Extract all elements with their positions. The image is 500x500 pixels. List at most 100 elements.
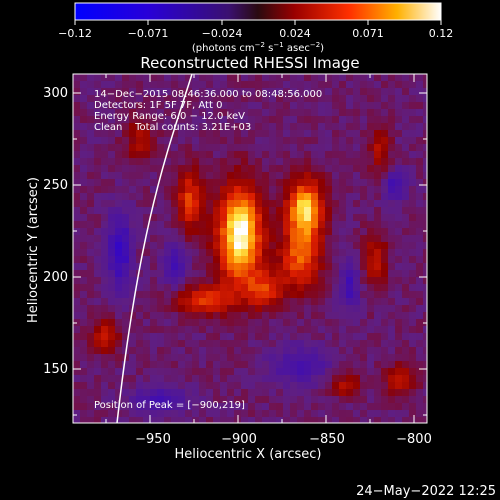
image-pixel [122, 396, 129, 403]
image-pixel [129, 319, 136, 326]
image-pixel [262, 361, 269, 368]
image-pixel [241, 95, 248, 102]
image-pixel [220, 186, 227, 193]
image-pixel [311, 256, 318, 263]
image-pixel [395, 417, 402, 423]
image-pixel [388, 221, 395, 228]
image-pixel [367, 305, 374, 312]
image-pixel [241, 270, 248, 277]
image-pixel [255, 200, 262, 207]
image-pixel [199, 242, 206, 249]
image-pixel [80, 130, 87, 137]
image-pixel [87, 396, 94, 403]
image-pixel [185, 214, 192, 221]
image-pixel [269, 270, 276, 277]
image-pixel [353, 277, 360, 284]
image-pixel [262, 109, 269, 116]
image-pixel [234, 319, 241, 326]
image-pixel [304, 179, 311, 186]
image-pixel [143, 109, 150, 116]
image-pixel [185, 256, 192, 263]
image-pixel [185, 207, 192, 214]
image-pixel [339, 200, 346, 207]
image-pixel [80, 403, 87, 410]
image-pixel [150, 102, 157, 109]
image-pixel [101, 277, 108, 284]
image-pixel [234, 151, 241, 158]
image-pixel [234, 298, 241, 305]
image-pixel [325, 95, 332, 102]
image-pixel [227, 396, 234, 403]
image-pixel [325, 207, 332, 214]
image-pixel [178, 417, 185, 423]
image-pixel [234, 95, 241, 102]
image-pixel [381, 102, 388, 109]
image-pixel [360, 130, 367, 137]
image-pixel [94, 249, 101, 256]
image-pixel [115, 326, 122, 333]
image-pixel [171, 249, 178, 256]
image-pixel [192, 347, 199, 354]
image-pixel [346, 263, 353, 270]
image-pixel [381, 88, 388, 95]
image-pixel [402, 270, 409, 277]
image-pixel [143, 291, 150, 298]
image-pixel [276, 186, 283, 193]
image-pixel [339, 130, 346, 137]
image-pixel [388, 158, 395, 165]
image-pixel [171, 396, 178, 403]
image-pixel [213, 263, 220, 270]
image-pixel [269, 109, 276, 116]
image-pixel [220, 116, 227, 123]
image-pixel [241, 109, 248, 116]
image-pixel [115, 333, 122, 340]
image-pixel [73, 172, 80, 179]
image-pixel [115, 88, 122, 95]
image-pixel [87, 361, 94, 368]
image-pixel [185, 396, 192, 403]
image-pixel [115, 263, 122, 270]
image-pixel [234, 81, 241, 88]
image-pixel [416, 396, 423, 403]
image-pixel [402, 165, 409, 172]
image-pixel [318, 340, 325, 347]
image-pixel [423, 375, 427, 382]
image-pixel [318, 186, 325, 193]
footer-date: 24−May−2022 12:25 [356, 484, 496, 499]
image-pixel [353, 158, 360, 165]
image-pixel [241, 396, 248, 403]
image-pixel [227, 270, 234, 277]
image-pixel [227, 179, 234, 186]
image-pixel [360, 382, 367, 389]
image-pixel [311, 200, 318, 207]
image-pixel [318, 326, 325, 333]
image-pixel [178, 151, 185, 158]
image-pixel [150, 291, 157, 298]
image-pixel [234, 375, 241, 382]
image-pixel [283, 333, 290, 340]
image-pixel [185, 130, 192, 137]
image-pixel [171, 228, 178, 235]
image-pixel [276, 172, 283, 179]
image-pixel [150, 228, 157, 235]
image-pixel [416, 88, 423, 95]
image-pixel [325, 396, 332, 403]
image-pixel [101, 375, 108, 382]
image-pixel [339, 186, 346, 193]
image-pixel [423, 207, 427, 214]
image-pixel [276, 123, 283, 130]
image-pixel [136, 389, 143, 396]
image-pixel [129, 298, 136, 305]
image-pixel [143, 207, 150, 214]
image-pixel [171, 179, 178, 186]
image-pixel [94, 88, 101, 95]
image-pixel [220, 95, 227, 102]
image-pixel [311, 382, 318, 389]
image-pixel [227, 235, 234, 242]
image-pixel [290, 382, 297, 389]
image-pixel [178, 270, 185, 277]
image-pixel [395, 179, 402, 186]
image-pixel [136, 95, 143, 102]
image-pixel [297, 158, 304, 165]
image-pixel [143, 326, 150, 333]
